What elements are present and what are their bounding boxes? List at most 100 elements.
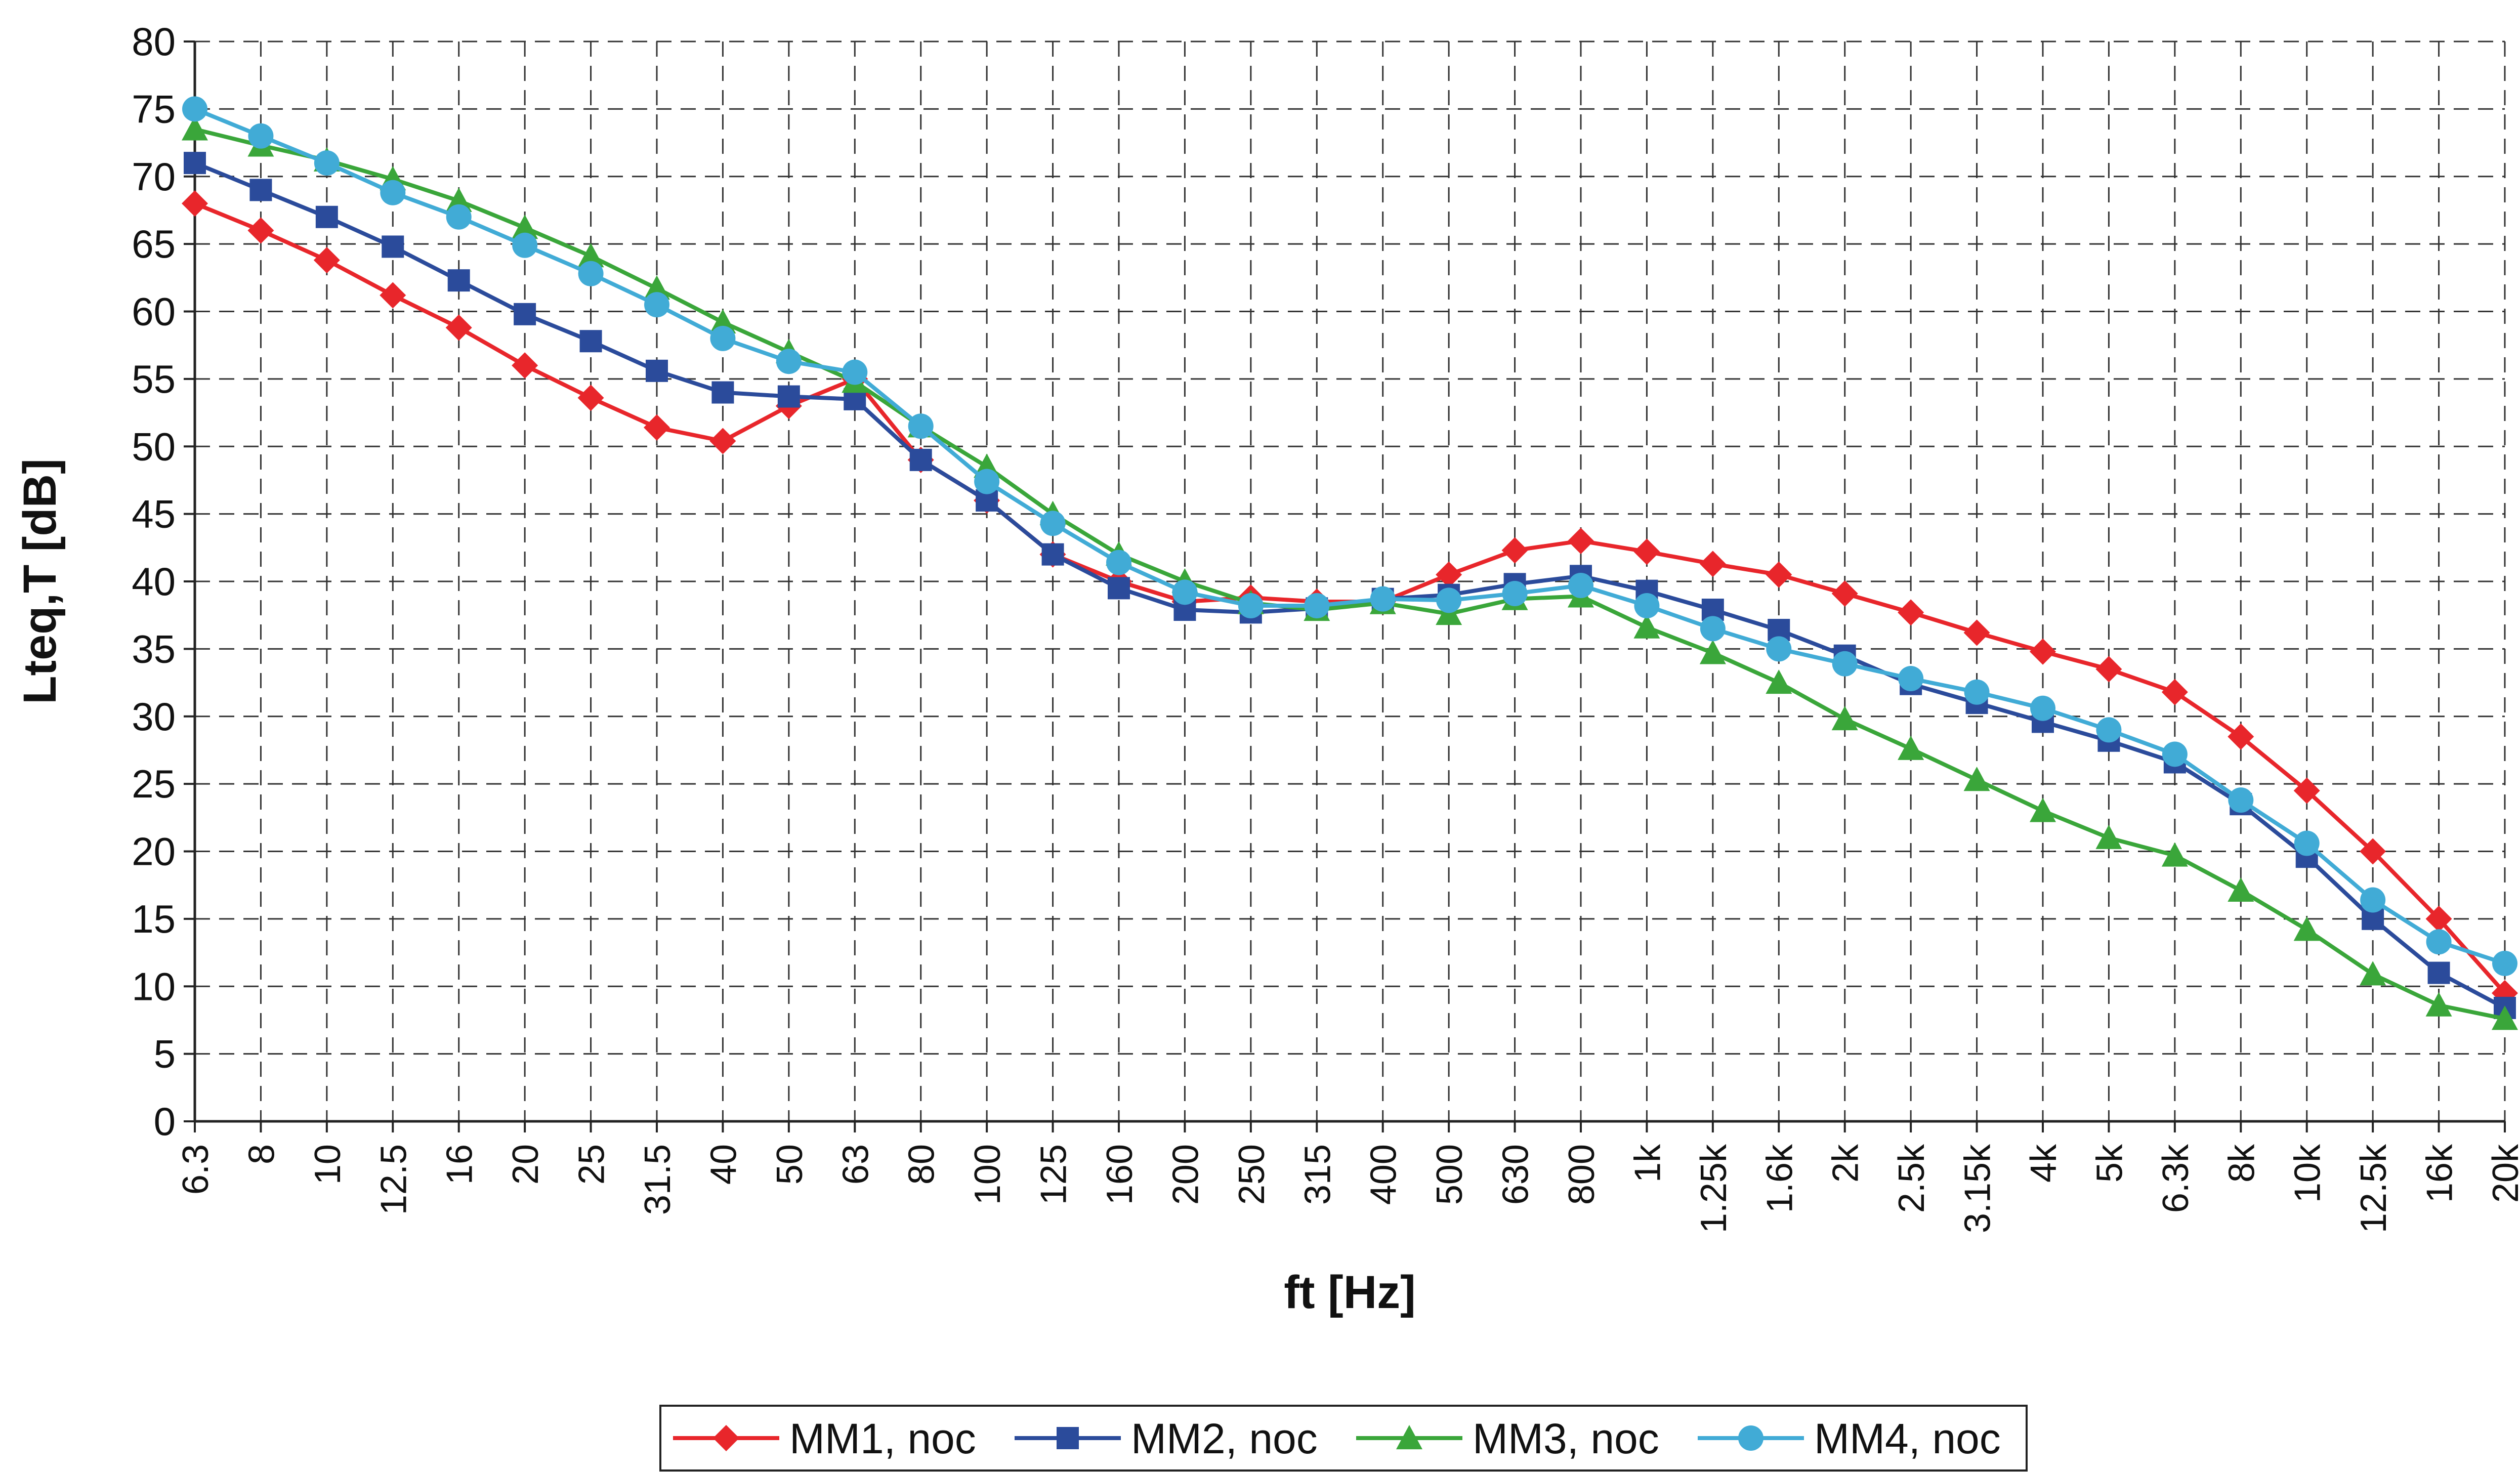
data-point [2030, 638, 2056, 665]
data-point [1370, 586, 1396, 612]
data-point [2228, 877, 2254, 902]
data-point [445, 187, 472, 212]
legend-label: MM2, noc [1131, 1415, 1318, 1462]
data-point [446, 204, 472, 230]
y-tick-label: 45 [132, 492, 176, 536]
data-point [447, 269, 470, 292]
data-point [1634, 593, 1660, 619]
data-point [2360, 838, 2386, 865]
y-tick-label: 40 [132, 559, 176, 604]
data-point [1436, 587, 1462, 613]
x-tick-label: 10 [308, 1144, 348, 1185]
legend-label: MM3, noc [1473, 1415, 1659, 1462]
data-point [1304, 593, 1330, 619]
x-tick-label: 160 [1100, 1144, 1140, 1205]
data-point [2425, 992, 2452, 1017]
data-point [1568, 527, 1594, 554]
data-point [380, 282, 406, 309]
x-tick-label: 12.5k [2354, 1144, 2394, 1233]
data-point [1633, 538, 1660, 565]
data-point [1898, 735, 1924, 760]
data-point [1040, 511, 1066, 536]
data-point [1766, 636, 1792, 662]
data-point [2426, 929, 2452, 955]
data-point [2427, 961, 2450, 984]
data-point [644, 292, 669, 318]
y-tick-label: 75 [132, 87, 176, 131]
y-tick-label: 65 [132, 222, 176, 266]
data-point [1898, 599, 1924, 626]
x-tick-label: 1.25k [1694, 1144, 1734, 1233]
x-tick-label: 20k [2486, 1144, 2520, 1203]
y-tick-label: 35 [132, 626, 176, 671]
data-point [1963, 767, 1990, 791]
y-tick-label: 10 [132, 964, 176, 1008]
y-tick-label: 0 [154, 1099, 176, 1144]
data-point [184, 152, 206, 175]
data-point [247, 217, 274, 244]
y-tick-label: 25 [132, 762, 176, 806]
y-tick-label: 15 [132, 897, 176, 941]
data-point [646, 359, 668, 382]
data-point [380, 180, 406, 205]
legend-item: MM1, noc [673, 1415, 976, 1462]
data-point [1700, 616, 1726, 642]
data-point [2162, 741, 2188, 767]
legend-label: MM4, noc [1814, 1415, 2001, 1462]
legend: MM1, noc MM2, noc MM3, noc MM4, noc [659, 1405, 2028, 1471]
data-point [248, 123, 274, 149]
data-point [909, 448, 932, 471]
axes [184, 40, 2506, 1132]
data-point [578, 261, 604, 286]
x-tick-label: 5k [2089, 1144, 2130, 1183]
data-point [711, 381, 734, 404]
data-point [1502, 581, 1528, 607]
data-point [1832, 651, 1858, 677]
y-tick-label: 55 [132, 357, 176, 401]
data-point [1436, 561, 1462, 588]
data-point [1831, 706, 1858, 731]
x-tick-label: 31.5 [638, 1144, 678, 1215]
data-point [182, 116, 208, 141]
x-tick-label: 63 [835, 1144, 876, 1185]
x-tick-label: 25 [572, 1144, 612, 1185]
x-tick-label: 4k [2024, 1144, 2064, 1183]
y-tick-label: 70 [132, 154, 176, 199]
data-point [1106, 550, 1131, 575]
data-point [512, 232, 538, 258]
data-point [2228, 787, 2254, 813]
data-point [2425, 905, 2452, 932]
legend-marker [1057, 1427, 1079, 1449]
series-line [194, 107, 2506, 965]
legend-marker [713, 1425, 739, 1451]
data-point [314, 150, 340, 176]
data-point [1964, 679, 1990, 705]
data-point [1041, 543, 1064, 566]
data-point [382, 235, 404, 258]
data-point [2095, 656, 2122, 683]
data-point [1108, 577, 1130, 600]
x-tick-label: 100 [968, 1144, 1008, 1205]
data-point [577, 385, 604, 411]
legend-label: MM1, noc [789, 1415, 976, 1462]
legend-marker [1738, 1425, 1763, 1451]
data-point [2294, 830, 2320, 856]
data-point [1699, 551, 1726, 577]
x-tick-label: 3.15k [1958, 1144, 1998, 1233]
data-point [512, 352, 538, 379]
legend-item: MM4, noc [1698, 1415, 2001, 1462]
x-tick-label: 40 [703, 1144, 744, 1185]
data-point [2360, 887, 2386, 913]
x-tick-label: 8k [2221, 1144, 2262, 1183]
data-point [2228, 723, 2254, 750]
x-tick-label: 630 [1496, 1144, 1536, 1205]
data-point [2096, 717, 2122, 743]
data-point [1766, 669, 1792, 694]
data-point [709, 309, 736, 333]
data-point [512, 215, 538, 239]
data-point [777, 385, 800, 408]
legend-item: MM2, noc [1015, 1415, 1318, 1462]
data-point [2293, 777, 2320, 804]
data-point [776, 349, 802, 374]
